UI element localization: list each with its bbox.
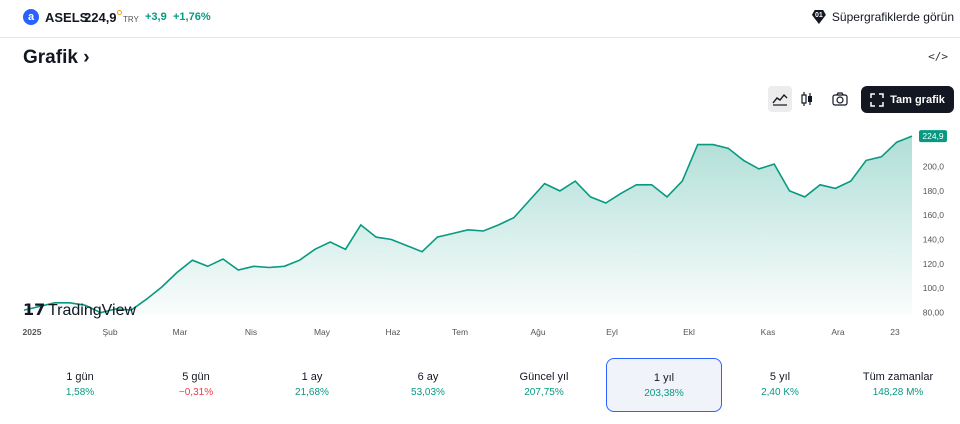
y-tick-label: 180,0 bbox=[923, 186, 945, 196]
period-label: 1 ay bbox=[301, 371, 323, 383]
candles-icon bbox=[801, 92, 812, 106]
x-tick-label: Ekl bbox=[683, 327, 695, 337]
x-tick-label: Ara bbox=[831, 327, 845, 337]
period-button[interactable]: 1 yıl 203,38% bbox=[606, 358, 722, 412]
y-tick-label: 200,0 bbox=[923, 162, 945, 172]
period-change-value: 203,38% bbox=[644, 388, 684, 399]
fullscreen-icon bbox=[870, 92, 884, 107]
period-change-value: 53,03% bbox=[411, 387, 445, 398]
x-tick-label: Kas bbox=[761, 327, 776, 337]
period-change-value: 207,75% bbox=[524, 387, 564, 398]
period-label: 5 gün bbox=[182, 371, 210, 383]
period-label: Güncel yıl bbox=[519, 371, 569, 383]
symbol-name[interactable]: ASELS bbox=[45, 10, 89, 25]
period-button[interactable]: Tüm zamanlar 148,28 M% bbox=[840, 358, 956, 412]
candles-chart-style-button[interactable] bbox=[795, 86, 819, 112]
period-button[interactable]: 1 ay 21,68% bbox=[254, 358, 370, 412]
price-change: +3,9 bbox=[145, 11, 167, 23]
fullscreen-label: Tam grafik bbox=[890, 93, 945, 106]
camera-icon bbox=[832, 92, 848, 106]
supercharts-link[interactable]: 01 Süpergrafiklerde görün bbox=[811, 10, 954, 24]
symbol-logo[interactable]: a bbox=[23, 9, 39, 25]
period-button[interactable]: 1 gün 1,58% bbox=[22, 358, 138, 412]
supercharts-gem-icon: 01 bbox=[811, 10, 826, 24]
snapshot-button[interactable] bbox=[828, 86, 852, 112]
x-tick-label: Tem bbox=[452, 327, 468, 337]
price-area-fill bbox=[24, 136, 912, 315]
market-status-dot bbox=[117, 10, 122, 15]
embed-code-icon[interactable]: </> bbox=[928, 50, 948, 63]
period-button[interactable]: Güncel yıl 207,75% bbox=[486, 358, 602, 412]
period-button[interactable]: 5 yıl 2,40 K% bbox=[722, 358, 838, 412]
last-price-label: 224,9 bbox=[922, 131, 944, 141]
section-title-text: Grafik bbox=[23, 47, 78, 68]
period-change-value: 2,40 K% bbox=[761, 387, 799, 398]
top-bar: a ASELS 224,9 TRY +3,9 +1,76% 01 Süpergr… bbox=[0, 0, 960, 38]
area-chart-style-button[interactable] bbox=[768, 86, 792, 112]
period-change-value: −0,31% bbox=[178, 387, 214, 398]
currency-label: TRY bbox=[123, 15, 139, 24]
chevron-right-icon: › bbox=[83, 47, 90, 68]
y-tick-label: 120,0 bbox=[923, 259, 945, 269]
period-button[interactable]: 6 ay 53,03% bbox=[370, 358, 486, 412]
x-tick-label: Eyl bbox=[606, 327, 618, 337]
x-tick-label: Haz bbox=[385, 327, 400, 337]
period-label: 1 yıl bbox=[653, 372, 675, 384]
supercharts-label: Süpergrafiklerde görün bbox=[831, 10, 954, 24]
y-tick-label: 140,0 bbox=[923, 235, 945, 245]
x-tick-label: 2025 bbox=[23, 327, 42, 337]
tradingview-watermark: 17 TradingView bbox=[23, 300, 136, 319]
period-label: 5 yıl bbox=[769, 371, 791, 383]
area-chart-icon bbox=[772, 93, 788, 106]
y-tick-label: 80,00 bbox=[923, 308, 945, 318]
period-change-value: 21,68% bbox=[295, 387, 329, 398]
fullscreen-chart-button[interactable]: Tam grafik bbox=[861, 86, 954, 113]
y-tick-label: 160,0 bbox=[923, 210, 945, 220]
period-label: 1 gün bbox=[66, 371, 94, 383]
x-tick-label: Mar bbox=[173, 327, 188, 337]
y-tick-label: 100,0 bbox=[923, 283, 945, 293]
watermark-text: TradingView bbox=[48, 302, 136, 319]
price-chart[interactable]: 200,0 180,0 160,0 140,0 120,0 100,0 80,00 224,9… bbox=[0, 115, 960, 345]
period-change-value: 148,28 M% bbox=[872, 387, 924, 398]
period-label: 6 ay bbox=[417, 371, 439, 383]
x-tick-label: Nis bbox=[245, 327, 257, 337]
price-change-pct: +1,76% bbox=[173, 11, 211, 23]
x-tick-label: Şub bbox=[102, 327, 117, 337]
chart-section-title[interactable]: Grafik › bbox=[23, 47, 90, 69]
period-selector: 1 gün 1,58% 5 gün −0,31% 1 ay 21,68% 6 ay 53,03… bbox=[22, 358, 958, 412]
period-label: Tüm zamanlar bbox=[862, 371, 934, 383]
last-price-badge bbox=[919, 130, 947, 143]
x-tick-label: May bbox=[314, 327, 331, 337]
x-tick-label: Ağu bbox=[530, 327, 545, 337]
symbol-price: 224,9 bbox=[84, 10, 117, 25]
period-button[interactable]: 5 gün −0,31% bbox=[138, 358, 254, 412]
svg-text:17: 17 bbox=[23, 300, 45, 319]
x-tick-label: 23 bbox=[890, 327, 900, 337]
price-line bbox=[23, 135, 913, 314]
period-change-value: 1,58% bbox=[65, 387, 95, 398]
